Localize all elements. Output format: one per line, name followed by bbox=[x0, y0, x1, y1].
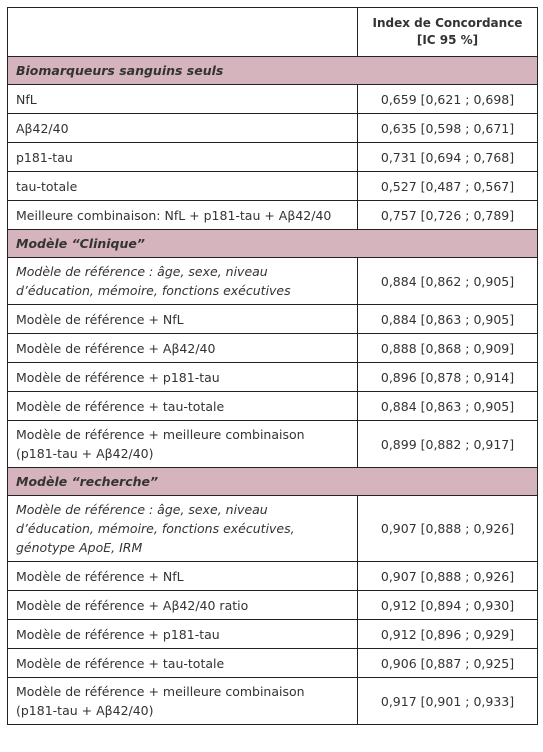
row-label: Meilleure combinaison: NfL + p181-tau + … bbox=[7, 200, 358, 230]
row-label: Modèle de référence + NfL bbox=[7, 304, 358, 334]
section-title: Modèle “recherche” bbox=[7, 467, 538, 496]
header-row: Index de Concordance [IC 95 %] bbox=[7, 7, 538, 57]
data-row: Modèle de référence + meilleure combinai… bbox=[7, 420, 538, 468]
data-row: p181-tau 0,731 [0,694 ; 0,768] bbox=[7, 142, 538, 172]
header-line: [IC 95 %] bbox=[416, 33, 479, 47]
row-value: 0,907 [0,888 ; 0,926] bbox=[357, 561, 538, 591]
section-title: Biomarqueurs sanguins seuls bbox=[7, 56, 538, 85]
row-value: 0,912 [0,896 ; 0,929] bbox=[357, 619, 538, 649]
row-value: 0,635 [0,598 ; 0,671] bbox=[357, 113, 538, 143]
row-value: 0,884 [0,863 ; 0,905] bbox=[357, 304, 538, 334]
row-label: Modèle de référence + tau-totale bbox=[7, 648, 358, 678]
data-row: Modèle de référence + Aβ42/40 0,888 [0,86… bbox=[7, 333, 538, 363]
row-value: 0,731 [0,694 ; 0,768] bbox=[357, 142, 538, 172]
row-label: Modèle de référence + tau-totale bbox=[7, 391, 358, 421]
row-value: 0,906 [0,887 ; 0,925] bbox=[357, 648, 538, 678]
row-value: 0,884 [0,863 ; 0,905] bbox=[357, 391, 538, 421]
row-label: Aβ42/40 bbox=[7, 113, 358, 143]
section-title: Modèle “Clinique” bbox=[7, 229, 538, 258]
data-row: Modèle de référence + NfL 0,907 [0,888 ; … bbox=[7, 561, 538, 591]
section-row: Biomarqueurs sanguins seuls bbox=[7, 56, 538, 85]
data-row: Modèle de référence + tau-totale 0,906 [0… bbox=[7, 648, 538, 678]
row-value: 0,912 [0,894 ; 0,930] bbox=[357, 590, 538, 620]
row-label: Modèle de référence + NfL bbox=[7, 561, 358, 591]
row-value: 0,527 [0,487 ; 0,567] bbox=[357, 171, 538, 201]
data-row: Aβ42/40 0,635 [0,598 ; 0,671] bbox=[7, 113, 538, 143]
row-value: 0,757 [0,726 ; 0,789] bbox=[357, 200, 538, 230]
section-row: Modèle “Clinique” bbox=[7, 229, 538, 258]
data-row: Modèle de référence + p181-tau 0,912 [0,8… bbox=[7, 619, 538, 649]
row-label: Modèle de référence : âge, sexe, niveau … bbox=[7, 257, 358, 305]
row-value: 0,899 [0,882 ; 0,917] bbox=[357, 420, 538, 468]
data-row: Modèle de référence + Aβ42/40 ratio 0,912… bbox=[7, 590, 538, 620]
data-row: Modèle de référence : âge, sexe, niveau … bbox=[7, 257, 538, 305]
row-value: 0,884 [0,862 ; 0,905] bbox=[357, 257, 538, 305]
header-empty bbox=[7, 7, 358, 57]
data-row: Modèle de référence : âge, sexe, niveau … bbox=[7, 495, 538, 562]
row-value: 0,917 [0,901 ; 0,933] bbox=[357, 677, 538, 725]
row-label: Modèle de référence : âge, sexe, niveau … bbox=[7, 495, 358, 562]
row-label: tau-totale bbox=[7, 171, 358, 201]
row-value: 0,907 [0,888 ; 0,926] bbox=[357, 495, 538, 562]
row-label: NfL bbox=[7, 84, 358, 114]
row-value: 0,896 [0,878 ; 0,914] bbox=[357, 362, 538, 392]
data-row: Modèle de référence + meilleure combinai… bbox=[7, 677, 538, 725]
row-label: p181-tau bbox=[7, 142, 358, 172]
header-line: Index de Concordance bbox=[372, 16, 523, 30]
row-label: Modèle de référence + meilleure combinai… bbox=[7, 420, 358, 468]
concordance-table: Index de Concordance [IC 95 %] Biomarqueu… bbox=[7, 7, 538, 725]
row-label: Modèle de référence + meilleure combinai… bbox=[7, 677, 358, 725]
data-row: tau-totale 0,527 [0,487 ; 0,567] bbox=[7, 171, 538, 201]
header-cell: Index de Concordance [IC 95 %] bbox=[357, 7, 538, 57]
data-row: Modèle de référence + p181-tau 0,896 [0,8… bbox=[7, 362, 538, 392]
row-label: Modèle de référence + p181-tau bbox=[7, 362, 358, 392]
row-value: 0,659 [0,621 ; 0,698] bbox=[357, 84, 538, 114]
row-label: Modèle de référence + Aβ42/40 bbox=[7, 333, 358, 363]
row-label: Modèle de référence + p181-tau bbox=[7, 619, 358, 649]
data-row: NfL 0,659 [0,621 ; 0,698] bbox=[7, 84, 538, 114]
table-body: Index de Concordance [IC 95 %] Biomarqueu… bbox=[7, 7, 538, 725]
data-row: Meilleure combinaison: NfL + p181-tau + … bbox=[7, 200, 538, 230]
data-row: Modèle de référence + tau-totale 0,884 [0… bbox=[7, 391, 538, 421]
row-label: Modèle de référence + Aβ42/40 ratio bbox=[7, 590, 358, 620]
row-value: 0,888 [0,868 ; 0,909] bbox=[357, 333, 538, 363]
data-row: Modèle de référence + NfL 0,884 [0,863 ; … bbox=[7, 304, 538, 334]
section-row: Modèle “recherche” bbox=[7, 467, 538, 496]
